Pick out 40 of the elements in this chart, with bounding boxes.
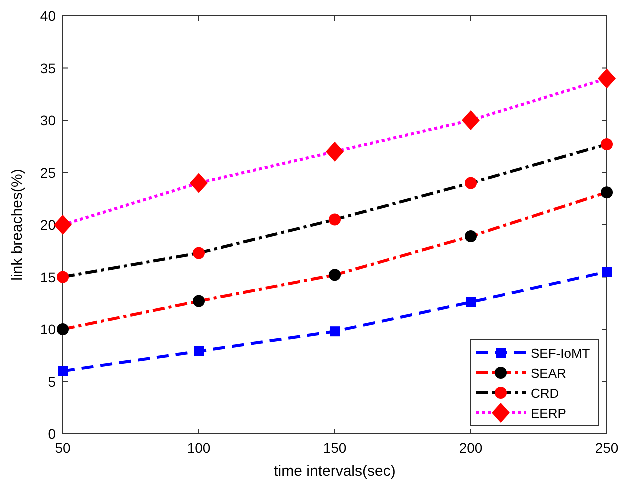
- point: [190, 173, 208, 194]
- point: [465, 177, 477, 190]
- point: [598, 68, 616, 89]
- y-tick-label: 5: [48, 374, 56, 390]
- point: [329, 214, 341, 226]
- legend-label: SEF-IoMT: [531, 346, 590, 361]
- y-axis-title: link breaches(%): [9, 169, 26, 281]
- y-tick-label: 40: [40, 8, 56, 24]
- x-axis-title: time intervals(sec): [274, 463, 396, 480]
- legend-label: CRD: [531, 386, 560, 401]
- point: [54, 215, 72, 235]
- point: [462, 110, 480, 130]
- y-tick-label: 0: [48, 426, 56, 442]
- point: [601, 138, 613, 151]
- point: [58, 366, 68, 376]
- point: [601, 186, 613, 199]
- y-tick-label: 10: [40, 322, 56, 338]
- point: [330, 326, 340, 337]
- y-tick-label: 35: [40, 60, 56, 76]
- y-tick-label: 15: [40, 269, 56, 286]
- x-tick-label: 50: [55, 440, 71, 456]
- point: [466, 297, 476, 308]
- x-tick-label: 100: [187, 440, 211, 456]
- point: [465, 230, 477, 242]
- point: [57, 324, 69, 336]
- y-tick-label: 30: [40, 112, 56, 128]
- x-tick-label: 250: [595, 440, 619, 456]
- point: [602, 267, 612, 278]
- point: [194, 346, 204, 356]
- legend-label: SEAR: [531, 366, 566, 381]
- point: [193, 247, 205, 260]
- legend-label: EERP: [531, 406, 566, 421]
- x-tick-label: 200: [459, 440, 483, 456]
- point: [329, 269, 341, 282]
- y-tick-label: 25: [40, 164, 56, 181]
- point: [57, 271, 69, 284]
- x-tick-label: 150: [323, 440, 347, 456]
- point: [326, 142, 344, 162]
- point: [193, 295, 205, 308]
- y-tick-label: 20: [40, 217, 56, 233]
